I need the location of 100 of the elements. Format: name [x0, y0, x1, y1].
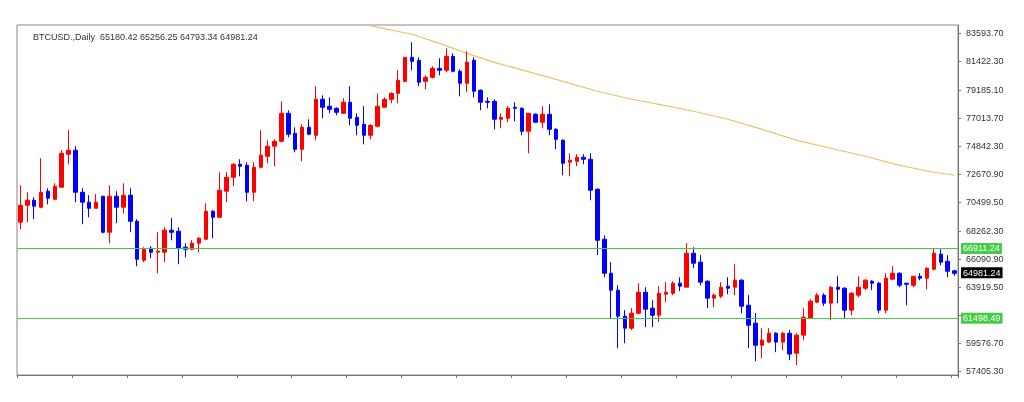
- candlestick: [472, 56, 476, 98]
- candlestick: [746, 294, 751, 349]
- candlestick: [59, 149, 64, 188]
- candlestick: [719, 281, 723, 299]
- candlestick: [698, 254, 703, 286]
- candlestick: [506, 105, 510, 123]
- candlestick: [53, 182, 57, 201]
- candlestick: [856, 275, 861, 298]
- candlestick: [224, 171, 229, 203]
- candlestick: [485, 96, 490, 109]
- candlestick: [403, 56, 407, 83]
- candlestick: [458, 68, 462, 97]
- candlestick: [629, 307, 634, 331]
- candlestick: [664, 281, 668, 303]
- candlestick: [849, 291, 854, 316]
- candlestick: [334, 106, 339, 116]
- candlestick: [588, 152, 593, 201]
- candlestick: [829, 285, 833, 321]
- candlestick: [39, 157, 43, 209]
- candlestick: [101, 195, 105, 234]
- candlestick: [733, 263, 737, 296]
- candlestick: [520, 106, 524, 136]
- candlestick: [678, 276, 682, 292]
- candlestick: [877, 281, 881, 314]
- candlestick: [911, 275, 916, 288]
- candlestick: [389, 91, 394, 104]
- candlestick: [684, 242, 689, 288]
- candlestick: [176, 226, 181, 265]
- candlestick: [231, 162, 236, 187]
- candlestick: [265, 139, 270, 164]
- y-tick-label: 57405.30: [966, 366, 1004, 377]
- candlestick: [581, 153, 586, 165]
- candlestick: [794, 332, 799, 366]
- candlestick: [382, 96, 387, 108]
- candlestick: [107, 184, 112, 244]
- candlestick: [259, 129, 263, 169]
- candlestick: [595, 187, 600, 256]
- candlestick: [925, 266, 929, 290]
- y-tick-label: 77013.70: [966, 113, 1004, 124]
- candlestick: [348, 85, 352, 126]
- candlestick: [897, 271, 902, 288]
- candlestick: [568, 152, 572, 177]
- candlestick: [451, 52, 455, 73]
- candlestick: [355, 112, 359, 136]
- candlestick: [362, 105, 366, 145]
- candlestick: [169, 217, 174, 241]
- candlestick: [417, 56, 421, 87]
- candlestick: [128, 187, 133, 233]
- candlestick: [815, 292, 819, 304]
- candlestick: [836, 275, 840, 304]
- candlestick: [712, 292, 716, 308]
- candlestick: [691, 246, 696, 269]
- candlestick: [609, 261, 613, 319]
- candlestick: [918, 272, 922, 281]
- candlestick: [94, 193, 98, 209]
- candlestick: [307, 118, 311, 136]
- y-tick-label: 79185.10: [966, 85, 1004, 96]
- y-tick-label: 70499.50: [966, 197, 1004, 208]
- candlestick: [121, 182, 126, 214]
- candlestick: [842, 286, 847, 319]
- candlestick: [526, 112, 531, 154]
- candlestick: [671, 280, 675, 296]
- candlestick: [822, 292, 826, 307]
- candlestick: [533, 112, 538, 123]
- candlestick: [492, 98, 497, 130]
- candlestick: [142, 246, 146, 263]
- candlestick: [636, 282, 641, 315]
- candlestick: [760, 327, 764, 359]
- candlestick: [211, 209, 215, 239]
- candlestick: [156, 231, 160, 274]
- candlestick: [286, 109, 291, 138]
- candlestick: [801, 307, 806, 341]
- y-tick-label: 72670.90: [966, 169, 1004, 180]
- candlestick: [616, 284, 620, 349]
- candlestick: [554, 127, 558, 150]
- candlestick: [478, 88, 483, 111]
- candlestick: [444, 47, 449, 73]
- candlestick: [238, 158, 242, 177]
- candlestick: [430, 65, 435, 79]
- candlestick: [437, 57, 442, 76]
- candlestick: [513, 101, 517, 122]
- candlestick: [561, 138, 565, 176]
- candlestick: [341, 97, 346, 114]
- y-tick-label: 83593.70: [966, 28, 1004, 39]
- line-series: [370, 25, 956, 176]
- candlestick: [410, 41, 414, 71]
- candlestick: [499, 112, 503, 129]
- candlestick: [952, 269, 957, 277]
- candlestick: [808, 298, 813, 319]
- candlestick: [767, 327, 771, 344]
- candlestick: [73, 145, 78, 203]
- candlestick: [870, 279, 874, 291]
- candlestick: [87, 194, 91, 218]
- candlestick: [650, 299, 655, 328]
- y-tick-label: 74842.30: [966, 141, 1004, 152]
- candlestick: [781, 331, 785, 351]
- candlestick: [272, 138, 277, 167]
- y-tick-label: 59576.70: [966, 338, 1004, 349]
- ref-line-label: 61498.49: [963, 313, 1001, 324]
- text: BTCUSD.,Daily 65180.42 65256.25 64793.34 64981.24: [33, 31, 258, 42]
